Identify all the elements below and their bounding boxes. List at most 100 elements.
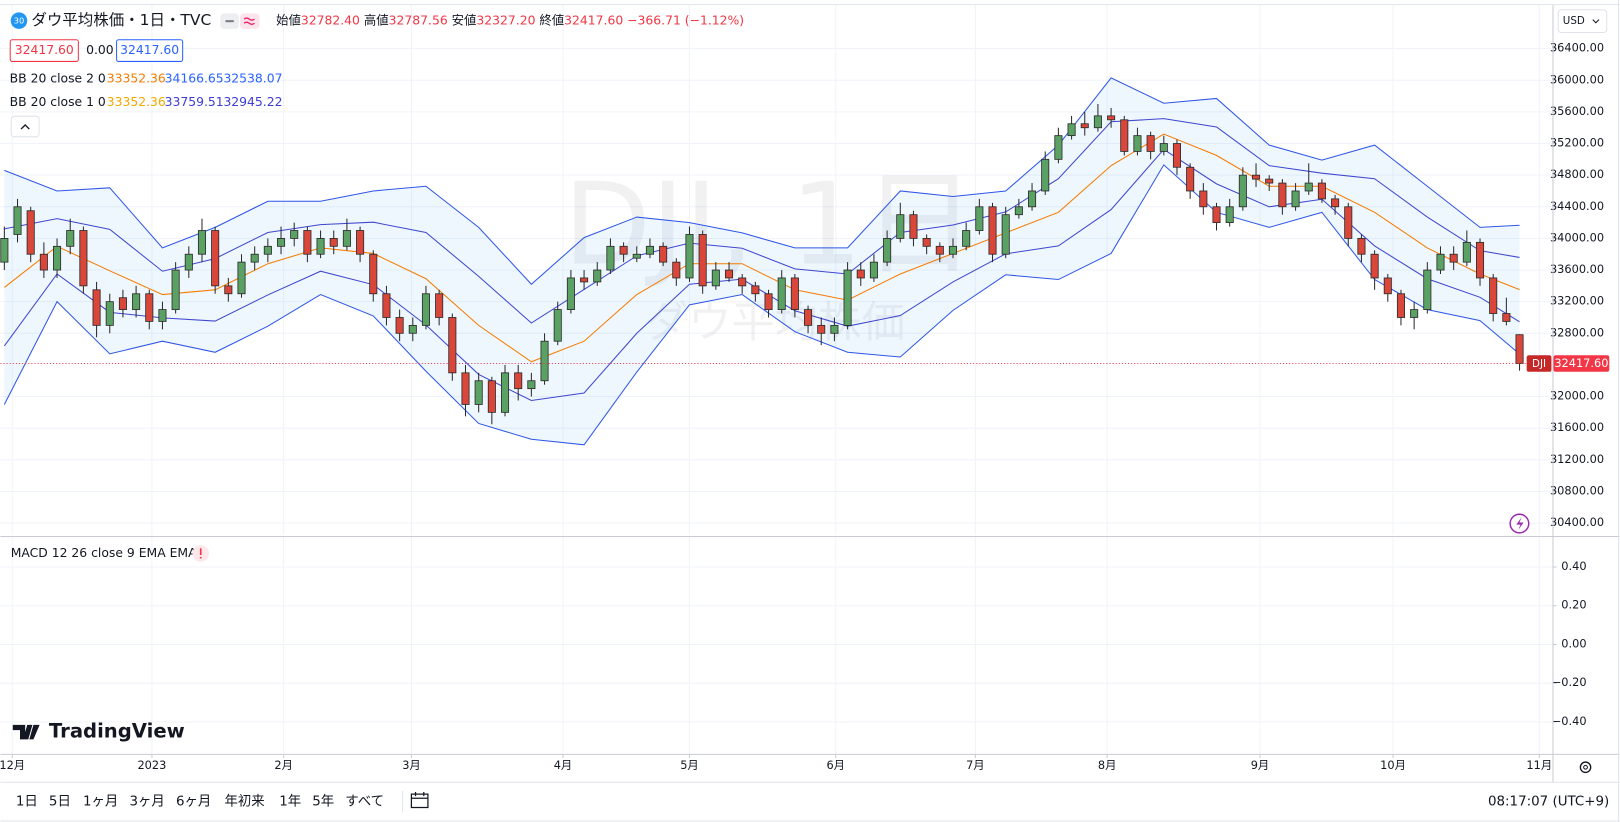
macd-title[interactable]: MACD 12 26 close 9 EMA EMA [11, 545, 197, 560]
candle-body [474, 380, 483, 405]
candle-body [0, 238, 9, 263]
range-button[interactable]: 年初来 [224, 793, 264, 809]
candle-body [738, 277, 747, 287]
collapse-button[interactable] [10, 115, 40, 138]
candle-body [1344, 206, 1353, 239]
x-tick-label: 12月 [0, 758, 25, 772]
candle-body [1067, 123, 1076, 137]
candle-body [369, 253, 378, 295]
range-button[interactable]: 1ヶ月 [83, 794, 118, 809]
brand-logo [12, 724, 40, 740]
currency-button[interactable] [1557, 9, 1608, 34]
buy-box[interactable] [116, 39, 184, 62]
candle-body [290, 230, 299, 239]
range-button[interactable]: すべて [345, 793, 384, 809]
range-button[interactable]: 5日 [49, 794, 71, 809]
x-tick-label: 6月 [826, 758, 845, 772]
candle-body [1357, 238, 1366, 255]
candle-body [132, 293, 141, 310]
candle-body [250, 253, 259, 263]
candle-body [1041, 158, 1050, 192]
candle-body [1331, 198, 1340, 208]
y-tick-label: 30800.00 [1550, 483, 1604, 497]
candle-body [66, 230, 75, 247]
candle-body [1449, 253, 1458, 263]
candle-body [1265, 178, 1274, 184]
toggle-compare-icon [243, 17, 255, 25]
symbol-title[interactable]: ダウ平均株価・1日・TVC [31, 11, 211, 29]
x-tick-label: 2月 [274, 758, 293, 772]
macd-warning-dot [199, 556, 202, 559]
y-tick-label: 32000.00 [1550, 389, 1604, 403]
candle-body [79, 230, 88, 287]
band-line [4, 133, 1520, 363]
y-tick-label: −0.40 [1552, 714, 1587, 728]
y-tick-label: 31600.00 [1550, 420, 1604, 434]
candle-body [1093, 115, 1102, 129]
ohlc-value: 32787.56 [389, 12, 448, 27]
candle-body [711, 269, 720, 287]
candle-body [1489, 277, 1498, 314]
candle-body [263, 245, 272, 255]
settings-icon[interactable] [1579, 761, 1592, 774]
candle-body [935, 245, 944, 255]
range-button[interactable]: 6ヶ月 [176, 794, 211, 809]
candle-body [382, 293, 391, 318]
candle-body [342, 230, 351, 247]
y-tick-label: 34400.00 [1550, 199, 1604, 213]
watermark: DJI, 1日 [563, 159, 976, 291]
candle-body [1225, 206, 1234, 224]
candle-body [171, 269, 180, 310]
goto-date-icon[interactable] [410, 792, 429, 809]
change: −366.71 (−1.12%) [627, 12, 744, 27]
candle-body [856, 269, 865, 279]
candle-body [105, 301, 114, 326]
candle-body [92, 289, 101, 326]
indicator-legend[interactable]: BB 20 close 2 0 33352.36 34166.65 32538.… [10, 70, 283, 85]
y-tick-label: −0.20 [1552, 675, 1587, 689]
candle-body [329, 238, 338, 247]
candle-body [197, 230, 207, 255]
range-button[interactable]: 1日 [16, 794, 38, 809]
y-tick-label: 33200.00 [1550, 294, 1604, 308]
range-button[interactable]: 5年 [312, 793, 334, 809]
candle-body [408, 324, 417, 334]
candle-body [883, 238, 892, 263]
candle-body [395, 317, 404, 334]
candle-body [619, 245, 628, 255]
candle-body [1304, 182, 1313, 192]
candle-body [777, 277, 786, 310]
x-tick-label: 7月 [966, 758, 985, 772]
last-price-tag [1553, 355, 1610, 372]
x-tick-label: 9月 [1251, 758, 1270, 772]
band-line [4, 77, 1520, 285]
candle-body [751, 285, 760, 295]
indicator-legend[interactable]: BB 20 close 1 0 33352.36 33759.51 32945.… [10, 94, 283, 109]
toggle-compare[interactable] [239, 13, 260, 29]
candle-body [1436, 253, 1445, 271]
symbol-badge-text: 30 [14, 16, 25, 26]
range-button[interactable]: 1年 [279, 793, 301, 809]
candle-body [685, 234, 694, 279]
indicator-value: 33352.36 [107, 70, 166, 85]
candle-body [184, 253, 193, 271]
candle-body [277, 238, 286, 247]
y-tick-label: 31200.00 [1550, 452, 1604, 466]
candle-body [1475, 241, 1485, 279]
candle-body [1146, 135, 1155, 152]
candle-body [487, 380, 496, 413]
range-button[interactable]: 3ヶ月 [129, 794, 164, 809]
candle-body [1107, 115, 1116, 121]
candle-body [1515, 334, 1524, 364]
candle-body [448, 317, 457, 374]
y-tick-label: 30400.00 [1550, 515, 1604, 529]
candle-body [1159, 143, 1168, 152]
candle-body [211, 230, 220, 287]
candle-body [1186, 166, 1195, 192]
y-tick-label: 34800.00 [1550, 167, 1604, 181]
symbol-tag [1526, 355, 1552, 372]
currency: USD [1563, 15, 1585, 27]
candle-body [724, 269, 734, 279]
sell-box[interactable] [9, 39, 79, 62]
